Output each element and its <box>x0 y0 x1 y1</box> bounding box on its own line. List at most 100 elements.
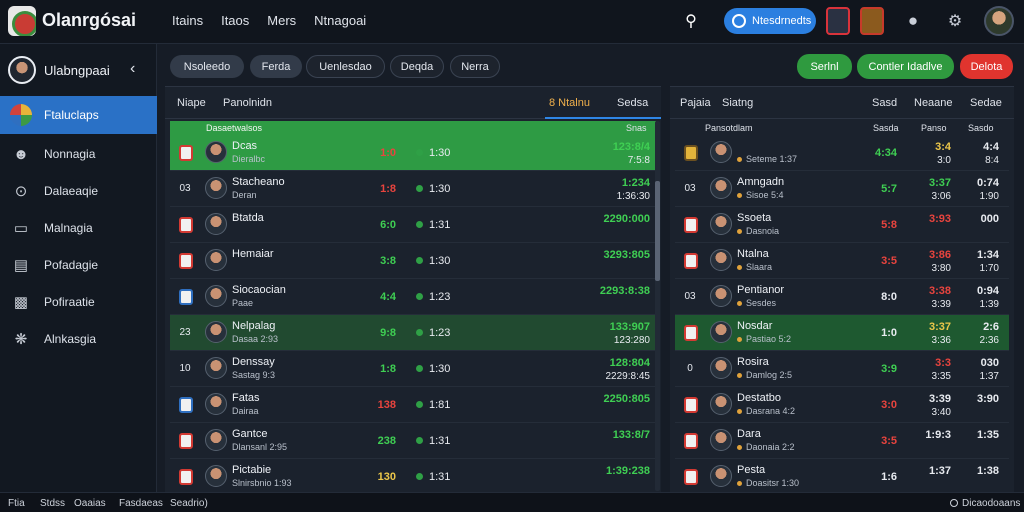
profile-avatar[interactable] <box>984 6 1014 36</box>
stat-col-2: 3:86 3:80 <box>911 249 951 274</box>
search-icon[interactable]: ⚲ <box>685 13 697 30</box>
score-value: 9:8 <box>380 327 396 339</box>
table-row[interactable]: Fatas Dairaa 138 1:81 2250:805 <box>170 387 656 423</box>
footer-item-3[interactable]: Oaaias <box>74 498 106 509</box>
app-logo[interactable] <box>8 6 36 36</box>
tab-stats-col[interactable]: Sedae <box>970 97 1002 109</box>
sidebar-item-2[interactable]: ☻ Nonnagia <box>0 135 157 173</box>
table-row[interactable]: 0 Rosira Damlog 2:5 3:9 3:3 3:35 030 1:37 <box>675 351 1009 387</box>
filter-chip-5[interactable]: Nerra <box>450 55 500 78</box>
table-row[interactable]: Nosdar Pastiao 5:2 1:0 3:37 3:36 2:6 2:36 <box>675 315 1009 351</box>
club-crest-icon <box>179 433 193 449</box>
primary-button[interactable]: Serlnl <box>797 54 852 79</box>
footer-item-4[interactable]: Fasdaeas <box>119 498 163 509</box>
table-row[interactable]: Dara Daonaia 2:2 3:5 1:9:3 1:35 <box>675 423 1009 459</box>
nav-item-1[interactable]: Itains <box>172 13 204 28</box>
tab-rating[interactable]: Siatng <box>722 97 754 109</box>
left-scroll-thumb[interactable] <box>655 181 660 281</box>
stat-col-1: 1:0 <box>881 327 897 339</box>
sidebar-item-3[interactable]: ⊙ Dalaeaqie <box>0 172 157 210</box>
tab-stats[interactable]: Sedsa <box>617 97 649 109</box>
gear-icon[interactable]: ⚙ <box>947 13 963 30</box>
team-dot-icon <box>737 229 742 234</box>
stat-col-3-primary: 0:74 <box>976 177 999 189</box>
player-name: Pesta <box>737 464 766 476</box>
stat-col-3-primary: 1:34 <box>976 249 999 261</box>
club-crest-icon <box>684 253 698 269</box>
player-avatar <box>205 141 227 163</box>
footer-item-2[interactable]: Stdss <box>40 498 66 509</box>
sidebar-item-label: Nonnagia <box>44 147 96 161</box>
total-primary: 1:234 <box>621 177 650 189</box>
table-row[interactable]: Pictabie Slnirsbnio 1:93 130 1:31 1:39:238 <box>170 459 656 495</box>
table-row[interactable]: Btatda 6:0 1:31 2290:000 <box>170 207 656 243</box>
stat-col-2: 1:37 <box>911 465 951 479</box>
avatar[interactable] <box>8 56 36 84</box>
table-row[interactable]: 03 Stacheano Deran 1:8 1:30 1:234 1:36:30 <box>170 171 656 207</box>
right-tab-bar: Pajaia Siatng Sasd Neaane Sedae <box>670 87 1014 119</box>
stat-col-3-primary: 000 <box>980 213 999 225</box>
left-scrollbar[interactable] <box>655 121 660 491</box>
status-dot-icon <box>416 437 423 444</box>
tab-season[interactable]: Sasd <box>872 97 898 109</box>
tab-position[interactable]: Panolnidn <box>223 97 272 109</box>
filter-chip-3[interactable]: Uenlesdao <box>306 55 385 78</box>
table-row[interactable]: Dcas Dieralbc 1:0 1:30 123:8/4 7:5:8 <box>170 135 656 171</box>
total-primary: 123:8/4 <box>612 141 650 153</box>
nav-item-4[interactable]: Ntnagoai <box>314 13 367 28</box>
table-row[interactable]: Hemaiar 3:8 1:30 3293:805 <box>170 243 656 279</box>
tab-name[interactable]: Niape <box>177 97 206 109</box>
collapse-chevron-icon[interactable]: ‹ <box>130 60 136 77</box>
club-crest-icon <box>684 217 698 233</box>
nav-item-3[interactable]: Mers <box>267 13 297 28</box>
nav-item-2[interactable]: Itaos <box>221 13 250 28</box>
table-row[interactable]: Ssoeta Dasnoia 5:8 3:93 000 <box>675 207 1009 243</box>
secondary-button[interactable]: Contler Idadlve <box>857 54 954 79</box>
sidebar-item-5[interactable]: ▤ Pofadagie <box>0 246 157 284</box>
total-value: 2293:8:38 <box>570 285 650 299</box>
table-row[interactable]: Gantce Dlansanl 2:95 238 1:31 133:8/7 <box>170 423 656 459</box>
table-row[interactable]: Destatbo Dasrana 4:2 3:0 3:39 3:40 3:90 <box>675 387 1009 423</box>
footer-item-1[interactable]: Ftia <box>8 498 25 509</box>
tab-players[interactable]: Pajaia <box>680 97 711 109</box>
club-crest-icon[interactable] <box>860 7 884 35</box>
status-dot-icon <box>416 293 423 300</box>
player-meta-text: Seteme 1:37 <box>746 154 798 164</box>
footer-item-5[interactable]: Seadrio) <box>170 498 208 509</box>
stat-col-2-primary: 1:9:3 <box>925 429 951 441</box>
search-pill-button[interactable]: Ntesdrnedts <box>724 8 816 34</box>
table-row[interactable]: 03 Amngadn Sisoe 5:4 5:7 3:37 3:06 0:74 1:90 <box>675 171 1009 207</box>
table-row[interactable]: 03 Pentianor Sesdes 8:0 3:38 3:39 0:94 1:39 <box>675 279 1009 315</box>
filter-chip-1[interactable]: Nsoleedo <box>170 55 244 78</box>
table-row[interactable]: Ntalna Slaara 3:5 3:86 3:80 1:34 1:70 <box>675 243 1009 279</box>
table-row[interactable]: 10 Denssay Sastag 9:3 1:8 1:30 128:804 2229:8:… <box>170 351 656 387</box>
time-text: 1:23 <box>429 327 451 339</box>
stat-col-2: 3:37 3:36 <box>911 321 951 346</box>
team-shield-icon[interactable] <box>826 7 850 35</box>
filter-chip-4[interactable]: Deqda <box>390 55 444 78</box>
sidebar-item-7[interactable]: ❋ Alnkasgia <box>0 320 157 358</box>
player-meta: Daonaia 2:2 <box>737 442 795 452</box>
sidebar-item-4[interactable]: ▭ Malnagia <box>0 209 157 247</box>
sidebar-item-6[interactable]: ▩ Pofiraatie <box>0 283 157 321</box>
delete-button[interactable]: Delota <box>960 54 1013 79</box>
table-row[interactable]: Siocaocian Paae 4:4 1:23 2293:8:38 <box>170 279 656 315</box>
player-meta-text: Dasrana 4:2 <box>746 406 796 416</box>
stat-col-3: 1:38 <box>959 465 999 479</box>
tab-active[interactable]: 8 Ntalnu <box>549 97 590 109</box>
tab-name-col[interactable]: Neaane <box>914 97 953 109</box>
sidebar-item-1[interactable]: Ftaluclaps <box>0 96 157 134</box>
status-dot-icon <box>416 401 423 408</box>
player-meta: Doasitsr 1:30 <box>737 478 799 488</box>
table-row[interactable]: Seteme 1:37 4:34 3:4 3:0 4:4 8:4 <box>675 135 1009 171</box>
player-name: Nosdar <box>737 320 773 332</box>
player-meta: Slnirsbnio 1:93 <box>232 478 292 488</box>
user-icon[interactable]: ● <box>907 11 919 30</box>
stat-col-2-primary: 3:38 <box>928 285 951 297</box>
filter-chip-2[interactable]: Ferda <box>250 55 302 78</box>
stat-col-3-primary: 1:38 <box>976 465 999 477</box>
table-row[interactable]: 23 Nelpalag Dasaa 2:93 9:8 1:23 133:907 123:28… <box>170 315 656 351</box>
table-row[interactable]: Pesta Doasitsr 1:30 1:6 1:37 1:38 <box>675 459 1009 495</box>
stat-col-3-primary: 030 <box>980 357 999 369</box>
total-primary: 2293:8:38 <box>599 285 650 297</box>
